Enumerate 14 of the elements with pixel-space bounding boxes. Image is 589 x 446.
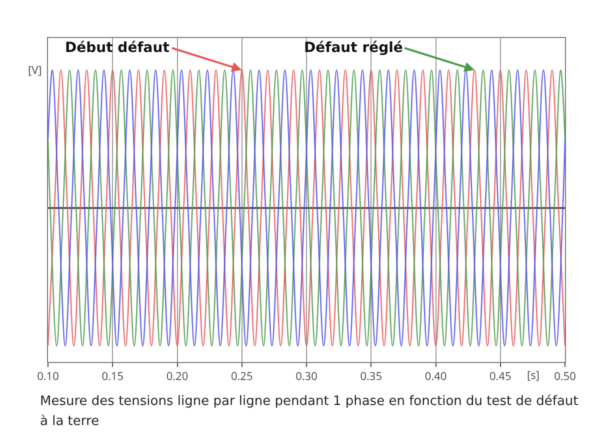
x-tick-label: 0.30	[296, 369, 318, 384]
x-tick-label: 0.40	[424, 369, 447, 384]
x-tick-label: 0.35	[360, 369, 382, 384]
x-tick-label: 0.45	[489, 369, 512, 384]
x-tick-label: 0.25	[230, 369, 253, 384]
annotation: Début défaut	[65, 40, 170, 56]
text: Mesure des tensions ligne par ligne pendant 1 phase en fonction du test de défaut à la terre	[40, 393, 580, 431]
x-tick-label: 0.10	[37, 369, 59, 384]
x-tick-label: 0.50	[554, 369, 576, 384]
annotation: Défaut réglé	[304, 40, 403, 56]
x-axis-title: [s]	[527, 368, 540, 383]
x-tick-label: 0.20	[166, 369, 188, 384]
y-axis-title: [V]	[28, 63, 42, 78]
x-tick-label: 0.15	[102, 369, 124, 384]
